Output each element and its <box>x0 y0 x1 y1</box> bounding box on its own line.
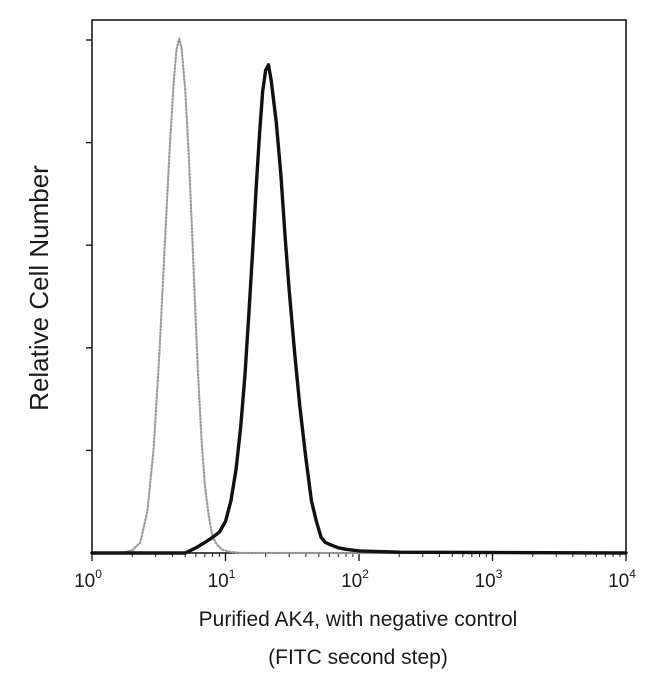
x-tick-label: 100 <box>74 567 102 592</box>
x-ticks <box>91 553 627 561</box>
x-tick-label: 102 <box>341 567 369 592</box>
series-group <box>90 37 628 555</box>
x-tick-label: 104 <box>608 567 636 592</box>
x-tick-label: 103 <box>475 567 503 592</box>
negative-control-curve <box>90 37 628 555</box>
y-ticks <box>86 39 92 452</box>
x-tick-label: 101 <box>208 567 236 592</box>
x-tick-labels: 100 101 102 103 104 <box>74 567 636 592</box>
ak4-curve <box>90 63 628 555</box>
x-axis-title-line2: (FITC second step) <box>268 646 448 669</box>
x-axis-title-line1: Purified AK4, with negative control <box>199 608 518 631</box>
y-axis-title: Relative Cell Number <box>24 165 54 411</box>
